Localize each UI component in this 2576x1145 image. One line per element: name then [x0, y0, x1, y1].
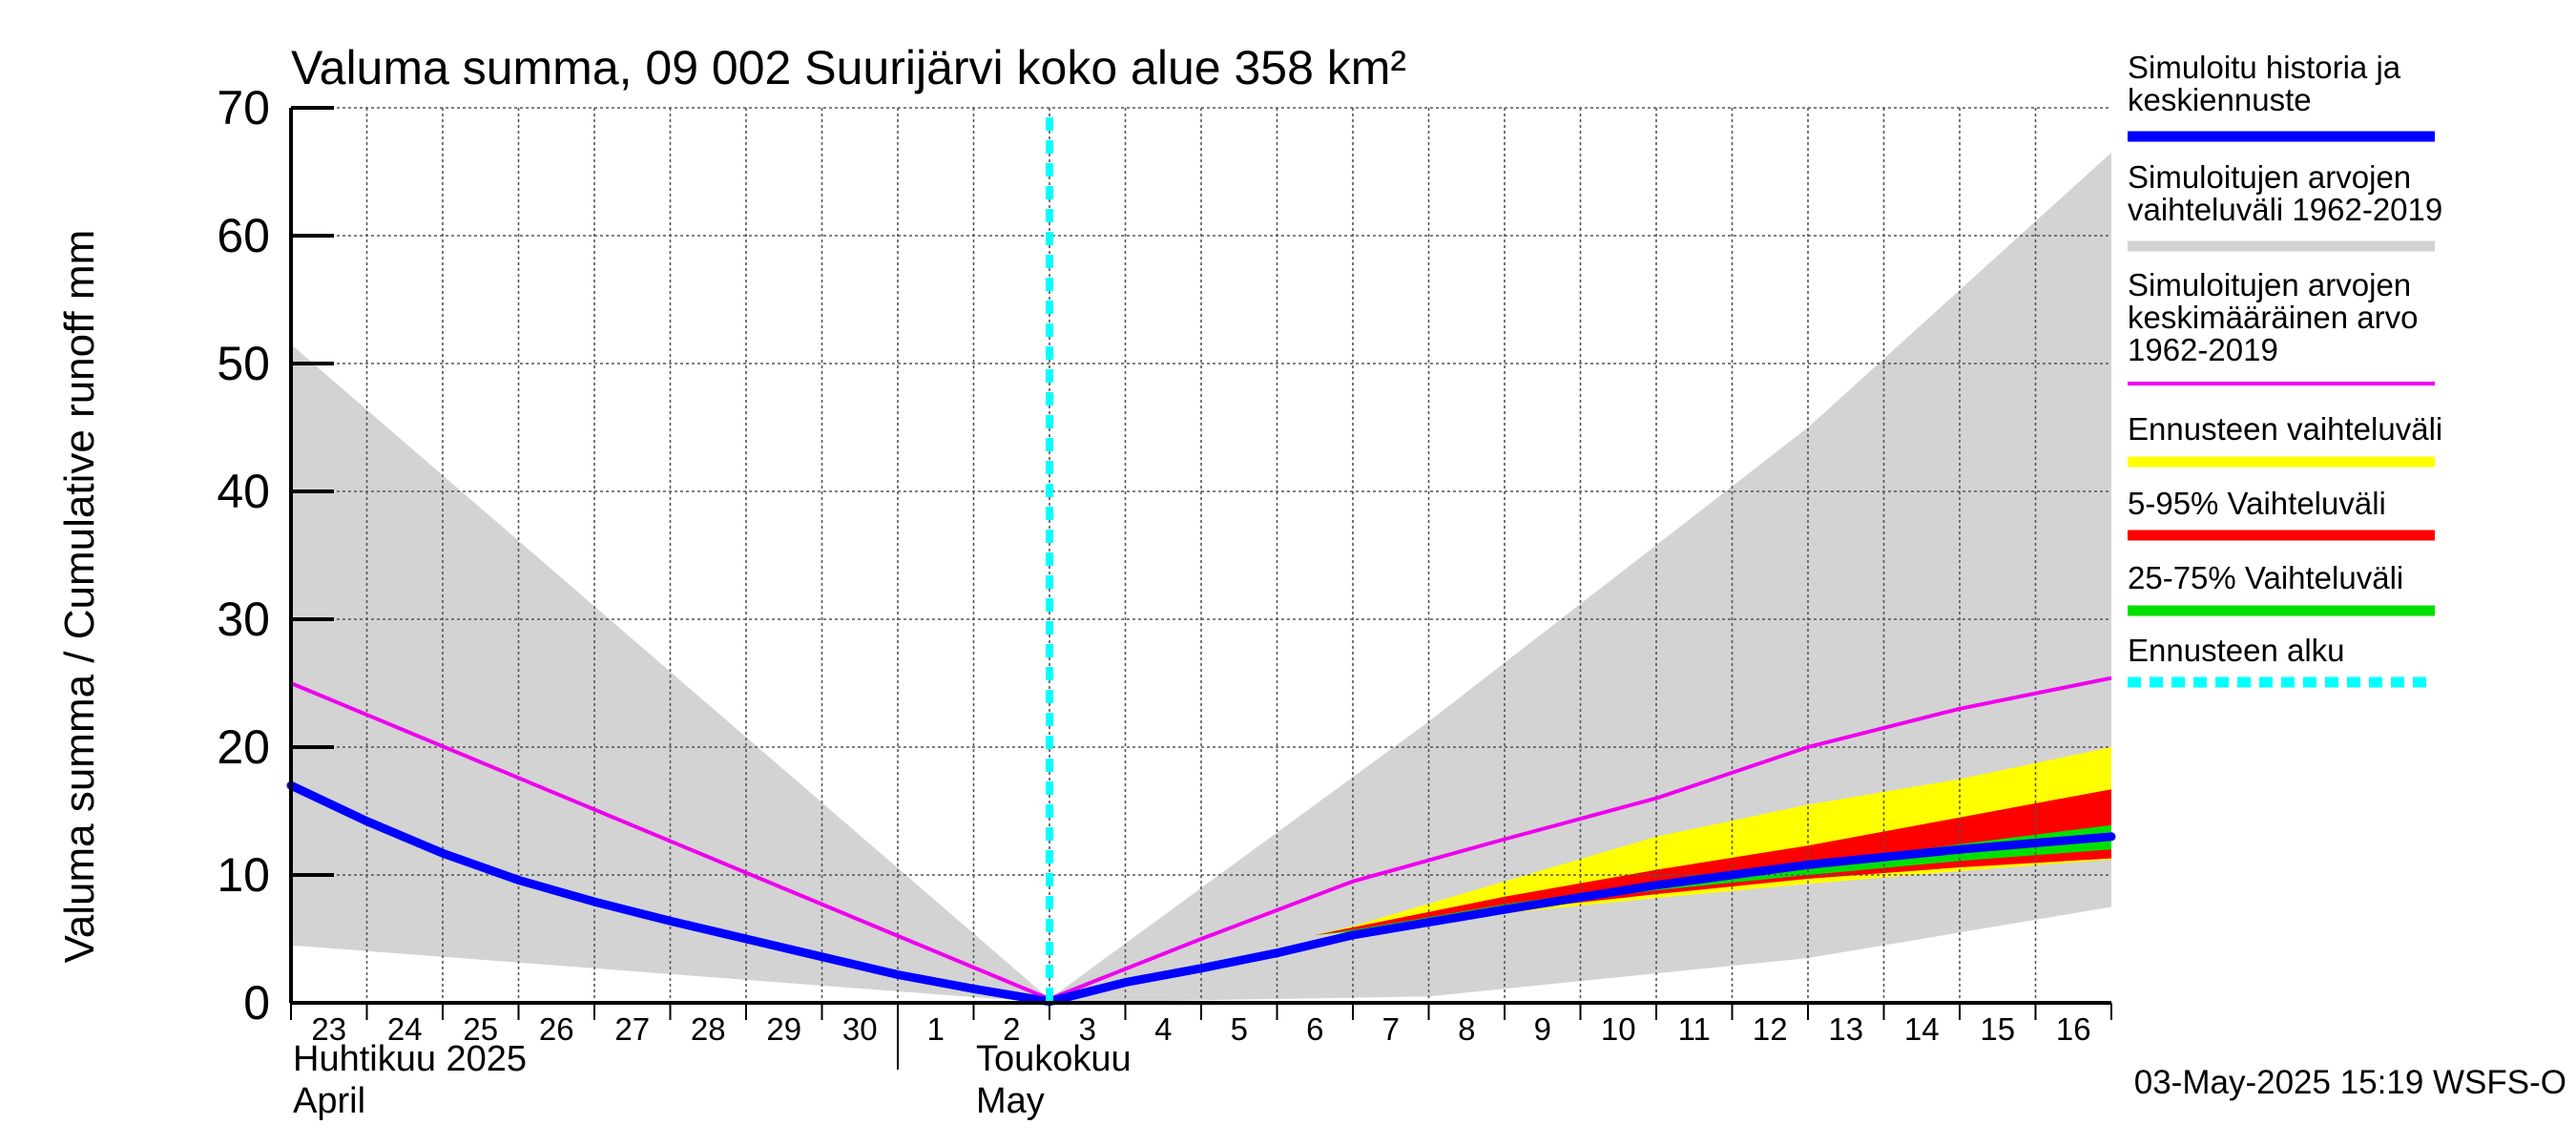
x-tick-label: 23 — [311, 1011, 346, 1047]
y-tick-label: 30 — [217, 593, 270, 646]
band-range-5-95 — [1315, 789, 2111, 935]
month-label-may-fi: Toukokuu — [976, 1039, 1132, 1079]
timestamp: 03-May-2025 15:19 WSFS-O — [2134, 1064, 2566, 1101]
legend-label: Ennusteen vaihteluväli — [2128, 411, 2442, 447]
x-tick-label: 12 — [1753, 1011, 1788, 1047]
x-tick-label: 5 — [1231, 1011, 1248, 1047]
x-tick-label: 10 — [1601, 1011, 1636, 1047]
x-tick-label: 29 — [766, 1011, 801, 1047]
band-forecast-range — [1315, 747, 2111, 935]
x-tick-label: 6 — [1306, 1011, 1323, 1047]
legend-label: vaihteluväli 1962-2019 — [2128, 192, 2442, 227]
legend-label: Simuloitujen arvojen — [2128, 267, 2411, 302]
x-tick-label: 3 — [1079, 1011, 1096, 1047]
y-axis-label: Valuma summa / Cumulative runoff mm — [56, 230, 103, 964]
x-tick-label: 2 — [1003, 1011, 1020, 1047]
month-label-april-en: April — [293, 1081, 365, 1121]
legend-label: 5-95% Vaihteluväli — [2128, 486, 2386, 521]
x-tick-label: 27 — [614, 1011, 650, 1047]
x-tick-label: 30 — [842, 1011, 878, 1047]
legend-label: 1962-2019 — [2128, 332, 2278, 367]
x-tick-label: 16 — [2056, 1011, 2091, 1047]
y-tick-label: 20 — [217, 720, 270, 774]
y-tick-label: 60 — [217, 209, 270, 262]
x-tick-label: 14 — [1904, 1011, 1940, 1047]
simulated-forecast-line — [286, 781, 2116, 1007]
legend-label: Simuloitujen arvojen — [2128, 159, 2411, 195]
month-label-may-en: May — [976, 1081, 1045, 1121]
x-tick-label: 4 — [1154, 1011, 1172, 1047]
y-tick-label: 10 — [217, 848, 270, 902]
x-tick-label: 25 — [463, 1011, 498, 1047]
legend-label: 25-75% Vaihteluväli — [2128, 560, 2403, 595]
y-tick-label: 0 — [243, 976, 270, 1030]
x-tick-label: 9 — [1534, 1011, 1551, 1047]
y-tick-label: 40 — [217, 465, 270, 518]
x-tick-label: 28 — [691, 1011, 726, 1047]
x-tick-label: 7 — [1382, 1011, 1400, 1047]
x-tick-label: 8 — [1458, 1011, 1475, 1047]
x-tick-label: 1 — [927, 1011, 945, 1047]
x-tick-label: 26 — [539, 1011, 574, 1047]
month-label-april-fi: Huhtikuu 2025 — [293, 1039, 527, 1079]
y-tick-label: 70 — [217, 81, 270, 135]
x-tick-label: 11 — [1678, 1011, 1711, 1047]
x-tick-label: 15 — [1980, 1011, 2015, 1047]
chart-title: Valuma summa, 09 002 Suurijärvi koko alu… — [291, 41, 1406, 94]
y-tick-label: 50 — [217, 337, 270, 390]
legend-label: Ennusteen alku — [2128, 633, 2345, 668]
x-tick-label: 13 — [1828, 1011, 1863, 1047]
x-tick-label: 24 — [387, 1011, 423, 1047]
legend-label: Simuloitu historia ja — [2128, 50, 2401, 85]
legend-label: keskimääräinen arvo — [2128, 300, 2418, 335]
mean-line — [290, 676, 2112, 1001]
legend-label: keskiennuste — [2128, 82, 2312, 117]
